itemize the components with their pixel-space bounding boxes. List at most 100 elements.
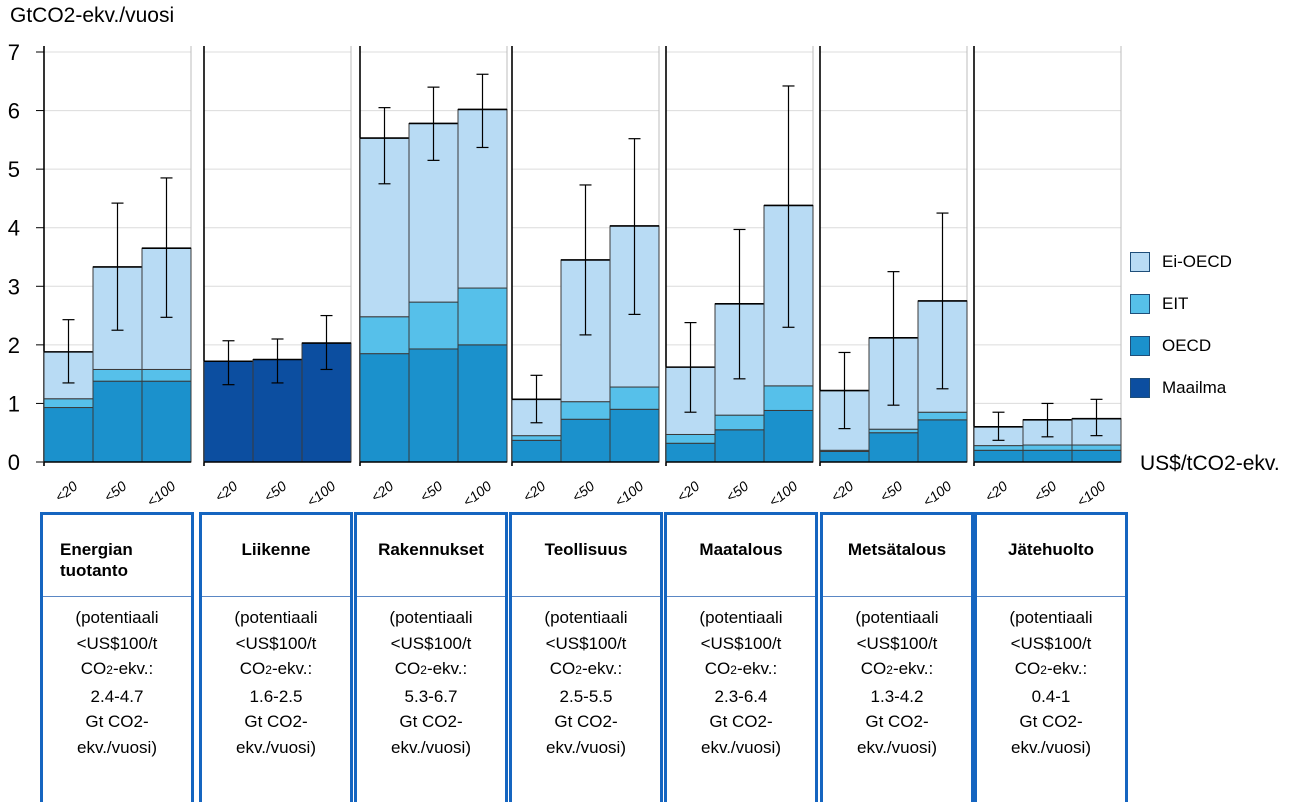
legend-label: EIT [1162, 294, 1189, 313]
bar-segment-eit [609, 386, 660, 410]
legend-item-oecd: OECD [1130, 336, 1232, 356]
sector-potential-note: (potentiaali <US$100/t CO2-ekv.: 2.3-6.4 Gt … [699, 608, 783, 757]
y-tick-label: 1 [8, 391, 20, 416]
legend-item-eit: EIT [1130, 294, 1232, 314]
x-tick-label: <100 [460, 478, 495, 510]
bar-segment-oecd [868, 432, 919, 463]
sector-name: Rakennukset [357, 515, 505, 597]
bar-segment-oecd [359, 353, 410, 463]
bar-segment-oecd [763, 409, 814, 463]
y-tick-label: 6 [8, 99, 20, 124]
x-tick-label: <20 [982, 478, 1011, 505]
x-tick-label: <100 [766, 478, 801, 510]
sector-potential-note: (potentiaali <US$100/t CO2-ekv.: 2.5-5.5 Gt … [544, 608, 628, 757]
sector-panel: <20 <50 <100 [819, 46, 968, 510]
sector-panel: <20 <50 <100 [665, 46, 814, 510]
sector-box: Metsätalous (potentiaali <US$100/t CO2-ekv.… [820, 512, 974, 802]
sector-box: Rakennukset (potentiaali <US$100/t CO2-ekv.… [354, 512, 508, 802]
bar-segment-eit [359, 316, 410, 355]
legend-swatch-oecd [1130, 336, 1150, 356]
bar-segment-oecd [408, 348, 459, 463]
x-tick-label: <100 [144, 478, 179, 510]
bar-segment-eit [1071, 444, 1122, 451]
x-tick-label: <20 [212, 478, 241, 505]
x-tick-label: <100 [304, 478, 339, 510]
x-tick-label: <100 [1074, 478, 1109, 510]
x-tick-label: <50 [101, 478, 130, 505]
sector-potential-note: (potentiaali <US$100/t CO2-ekv.: 0.4-1 Gt CO… [1009, 608, 1093, 757]
x-tick-label: <20 [828, 478, 857, 505]
bar-segment-eit [973, 445, 1024, 451]
bar-segment-oecd [141, 380, 192, 463]
legend-swatch-maailma [1130, 378, 1150, 398]
bar-segment-eit [408, 301, 459, 350]
bar-segment-oecd [973, 449, 1024, 463]
sector-potential-note: (potentiaali <US$100/t CO2-ekv.: 1.3-4.2 Gt … [855, 608, 939, 757]
sector-box: Maatalous (potentiaali <US$100/t CO2-ekv.: 2… [664, 512, 818, 802]
y-tick-label: 3 [8, 274, 20, 299]
x-tick-label: <20 [520, 478, 549, 505]
bar-segment-eit [917, 411, 968, 421]
sector-panel: <20 <50 <100 [511, 46, 660, 510]
legend-item-ei-oecd: Ei-OECD [1130, 252, 1232, 272]
x-tick-label: <50 [417, 478, 446, 505]
x-tick-label: <50 [723, 478, 752, 505]
y-axis-label: GtCO2-ekv./vuosi [10, 4, 175, 27]
x-tick-label: <50 [1031, 478, 1060, 505]
sector-box: Energian tuotanto (potentiaali <US$100/t CO2… [40, 512, 194, 802]
bar-segment-oecd [560, 418, 611, 463]
sector-panel: <20 <50 <100 [973, 46, 1122, 510]
bar-segment-oecd [43, 407, 94, 463]
bar-segment-oecd [714, 429, 765, 463]
x-tick-label: <20 [674, 478, 703, 505]
bar-segment-oecd [1071, 449, 1122, 463]
bar-segment-eit [1022, 444, 1073, 451]
bar-segment-oecd [511, 439, 562, 463]
bar-segment-oecd [665, 442, 716, 463]
bar-segment-eit [511, 435, 562, 441]
x-axis-unit-label: US$/tCO2-ekv. [1140, 452, 1280, 475]
bar-segment-eit [457, 287, 508, 346]
bar-segment-eit [868, 428, 919, 434]
x-tick-label: <50 [877, 478, 906, 505]
y-tick-label: 4 [8, 216, 20, 241]
bar-segment-eit [560, 401, 611, 420]
bar-segment-eit [92, 368, 143, 382]
sector-name: Teollisuus [512, 515, 660, 597]
sector-box: Jätehuolto (potentiaali <US$100/t CO2-ekv.:… [974, 512, 1128, 802]
x-tick-label: <100 [612, 478, 647, 510]
bar-segment-eit [763, 385, 814, 411]
y-tick-label: 5 [8, 157, 20, 182]
bar-segment-eit [141, 368, 192, 382]
bar-segment-oecd [457, 344, 508, 463]
bar-segment-oecd [92, 380, 143, 463]
y-tick-label: 2 [8, 333, 20, 358]
chart: 0 1 2 3 4 5 6 7 <20 <50 <100 <20 <50 <100 <20 <50 <100 <2… [8, 40, 1122, 510]
bar-segment-oecd [1022, 449, 1073, 463]
legend-swatch-eit [1130, 294, 1150, 314]
sector-name: Maatalous [667, 515, 815, 597]
sector-box: Liikenne (potentiaali <US$100/t CO2-ekv.: 1.… [199, 512, 353, 802]
bar-segment-eit [714, 414, 765, 431]
sector-name: Energian tuotanto [43, 515, 191, 597]
legend-swatch-ei-oecd [1130, 252, 1150, 272]
legend: Ei-OECD EIT OECD Maailma [1130, 252, 1232, 420]
y-tick-label: 7 [8, 40, 20, 65]
sector-potential-note: (potentiaali <US$100/t CO2-ekv.: 1.6-2.5 Gt … [234, 608, 318, 757]
sector-panel: <20 <50 <100 [359, 46, 508, 510]
sector-name: Metsätalous [823, 515, 971, 597]
y-tick-label: 0 [8, 450, 20, 475]
bar-segment-oecd [609, 408, 660, 463]
sector-panel: <20 <50 <100 [43, 46, 192, 510]
bar-segment-eit [43, 398, 94, 409]
sector-name: Jätehuolto [977, 515, 1125, 597]
sector-box: Teollisuus (potentiaali <US$100/t CO2-ekv.:… [509, 512, 663, 802]
sector-panel: <20 <50 <100 [203, 46, 352, 510]
legend-label: Maailma [1162, 378, 1227, 397]
bar-segment-oecd [819, 450, 870, 463]
bar-segment-eit [665, 433, 716, 444]
x-tick-label: <100 [920, 478, 955, 510]
bar-segment-oecd [917, 419, 968, 463]
sector-potential-note: (potentiaali <US$100/t CO2-ekv.: 5.3-6.7 Gt … [389, 608, 473, 757]
x-tick-label: <50 [261, 478, 290, 505]
